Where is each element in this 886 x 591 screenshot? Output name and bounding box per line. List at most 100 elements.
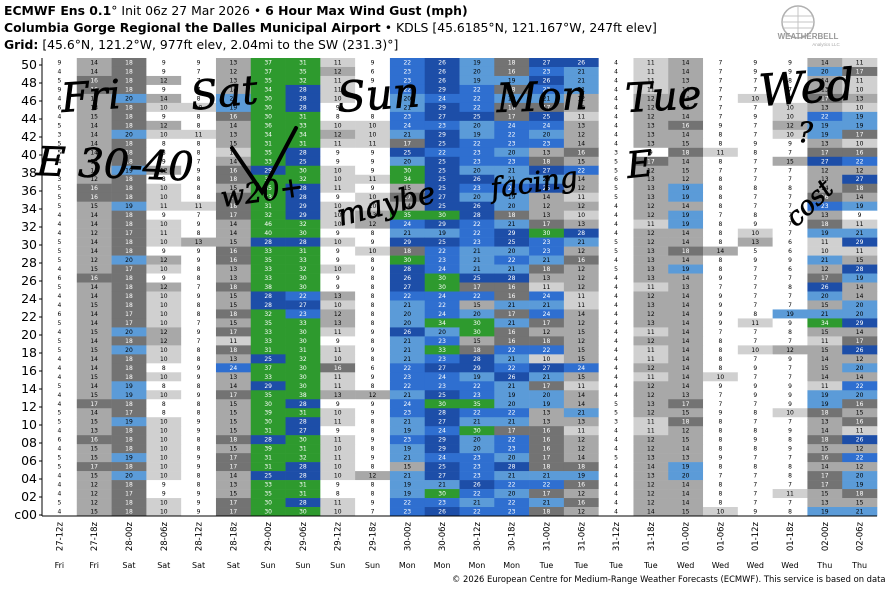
cell-value: 10 (577, 212, 585, 219)
heatmap-cell (563, 489, 599, 499)
cell-value: 18 (125, 68, 133, 75)
heatmap-cell (215, 174, 252, 185)
heatmap-cell (598, 462, 634, 472)
heatmap-cell (494, 201, 530, 211)
heatmap-cell (633, 120, 669, 131)
cell-value: 20 (403, 95, 411, 102)
heatmap-cell (494, 219, 530, 229)
heatmap-cell (389, 183, 426, 194)
cell-value: 21 (403, 104, 411, 111)
cell-value: 12 (647, 104, 655, 111)
heatmap-cell (563, 111, 599, 122)
heatmap-cell (737, 264, 773, 274)
heatmap-cell (598, 210, 634, 220)
heatmap-cell (215, 426, 252, 436)
cell-value: 8 (719, 419, 723, 426)
heatmap-cell (563, 84, 599, 95)
cell-value: 20 (508, 401, 516, 408)
x-tick-label: 28-06z (160, 521, 170, 551)
cell-value: 12 (577, 131, 585, 138)
cell-value: 18 (125, 356, 133, 363)
cell-value: 33 (264, 266, 272, 273)
cell-value: 11 (647, 347, 655, 354)
cell-value: 19 (786, 311, 794, 318)
heatmap-cell (529, 318, 565, 328)
heatmap-cell (250, 408, 286, 418)
cell-value: 14 (90, 293, 98, 300)
cell-value: 4 (57, 365, 61, 372)
heatmap-cell (250, 336, 286, 346)
cell-value: 7 (753, 158, 757, 165)
cell-value: 15 (577, 329, 585, 336)
heatmap-cell (563, 147, 599, 158)
cell-value: 12 (647, 446, 655, 453)
x-tick-label: 30-18z (508, 521, 518, 551)
cell-value: 32 (299, 455, 307, 462)
y-tick-label: 14 (21, 381, 37, 396)
cell-value: 16 (682, 122, 690, 129)
cell-value: 15 (90, 302, 98, 309)
heatmap-cell (250, 228, 286, 238)
heatmap-cell (285, 453, 321, 463)
heatmap-cell (842, 381, 878, 391)
cell-value: 8 (197, 122, 201, 129)
heatmap-cell (42, 66, 78, 77)
heatmap-cell (772, 147, 808, 158)
cell-value: 36 (264, 122, 272, 129)
heatmap-cell (459, 489, 495, 499)
cell-value: 14 (90, 212, 98, 219)
heatmap-cell (181, 435, 217, 445)
cell-value: 31 (264, 464, 272, 471)
cell-value: 14 (856, 284, 864, 291)
heatmap-cell (389, 192, 426, 202)
cell-value: 15 (90, 419, 98, 426)
cell-value: 7 (753, 374, 757, 381)
cell-value: 20 (125, 329, 133, 336)
cell-value: 23 (403, 113, 411, 120)
cell-value: 17 (543, 455, 551, 462)
cell-value: 9 (197, 221, 201, 228)
heatmap-cell (424, 471, 460, 481)
cell-value: 29 (403, 239, 411, 246)
heatmap-cell (320, 111, 356, 122)
cell-value: 8 (371, 104, 375, 111)
cell-value: 8 (197, 383, 201, 390)
cell-value: 30 (299, 275, 307, 282)
cell-value: 4 (614, 383, 618, 390)
heatmap-cell (459, 66, 495, 77)
heatmap-cell (529, 345, 565, 355)
cell-value: 4 (614, 113, 618, 120)
cell-value: 28 (264, 239, 272, 246)
heatmap-cell (111, 228, 147, 238)
cell-value: 21 (508, 221, 516, 228)
cell-value: 19 (125, 419, 133, 426)
cell-value: 8 (719, 482, 723, 489)
cell-value: 11 (647, 77, 655, 84)
heatmap-cell (285, 372, 321, 382)
cell-value: 10 (543, 356, 551, 363)
heatmap-cell (215, 84, 252, 95)
heatmap-cell (633, 102, 669, 113)
cell-value: 8 (719, 257, 723, 264)
heatmap-cell (459, 228, 495, 238)
cell-value: 11 (856, 428, 864, 435)
cell-value: 10 (717, 374, 725, 381)
heatmap-cell (181, 75, 217, 86)
cell-value: 18 (125, 500, 133, 507)
cell-value: 17 (403, 140, 411, 147)
cell-value: 35 (473, 401, 481, 408)
cell-value: 11 (369, 176, 377, 183)
heatmap-cell (807, 58, 843, 68)
heatmap-cell (355, 246, 391, 256)
cell-value: 27 (438, 194, 446, 201)
heatmap-cell (772, 84, 808, 95)
cell-value: 4 (57, 509, 61, 516)
cell-value: 8 (788, 464, 792, 471)
cell-value: 7 (753, 104, 757, 111)
heatmap-cell (146, 399, 182, 409)
heatmap-cell (737, 471, 773, 481)
cell-value: 15 (821, 446, 829, 453)
heatmap-cell (703, 372, 739, 382)
cell-value: 7 (719, 284, 723, 291)
heatmap-cell (807, 489, 843, 499)
